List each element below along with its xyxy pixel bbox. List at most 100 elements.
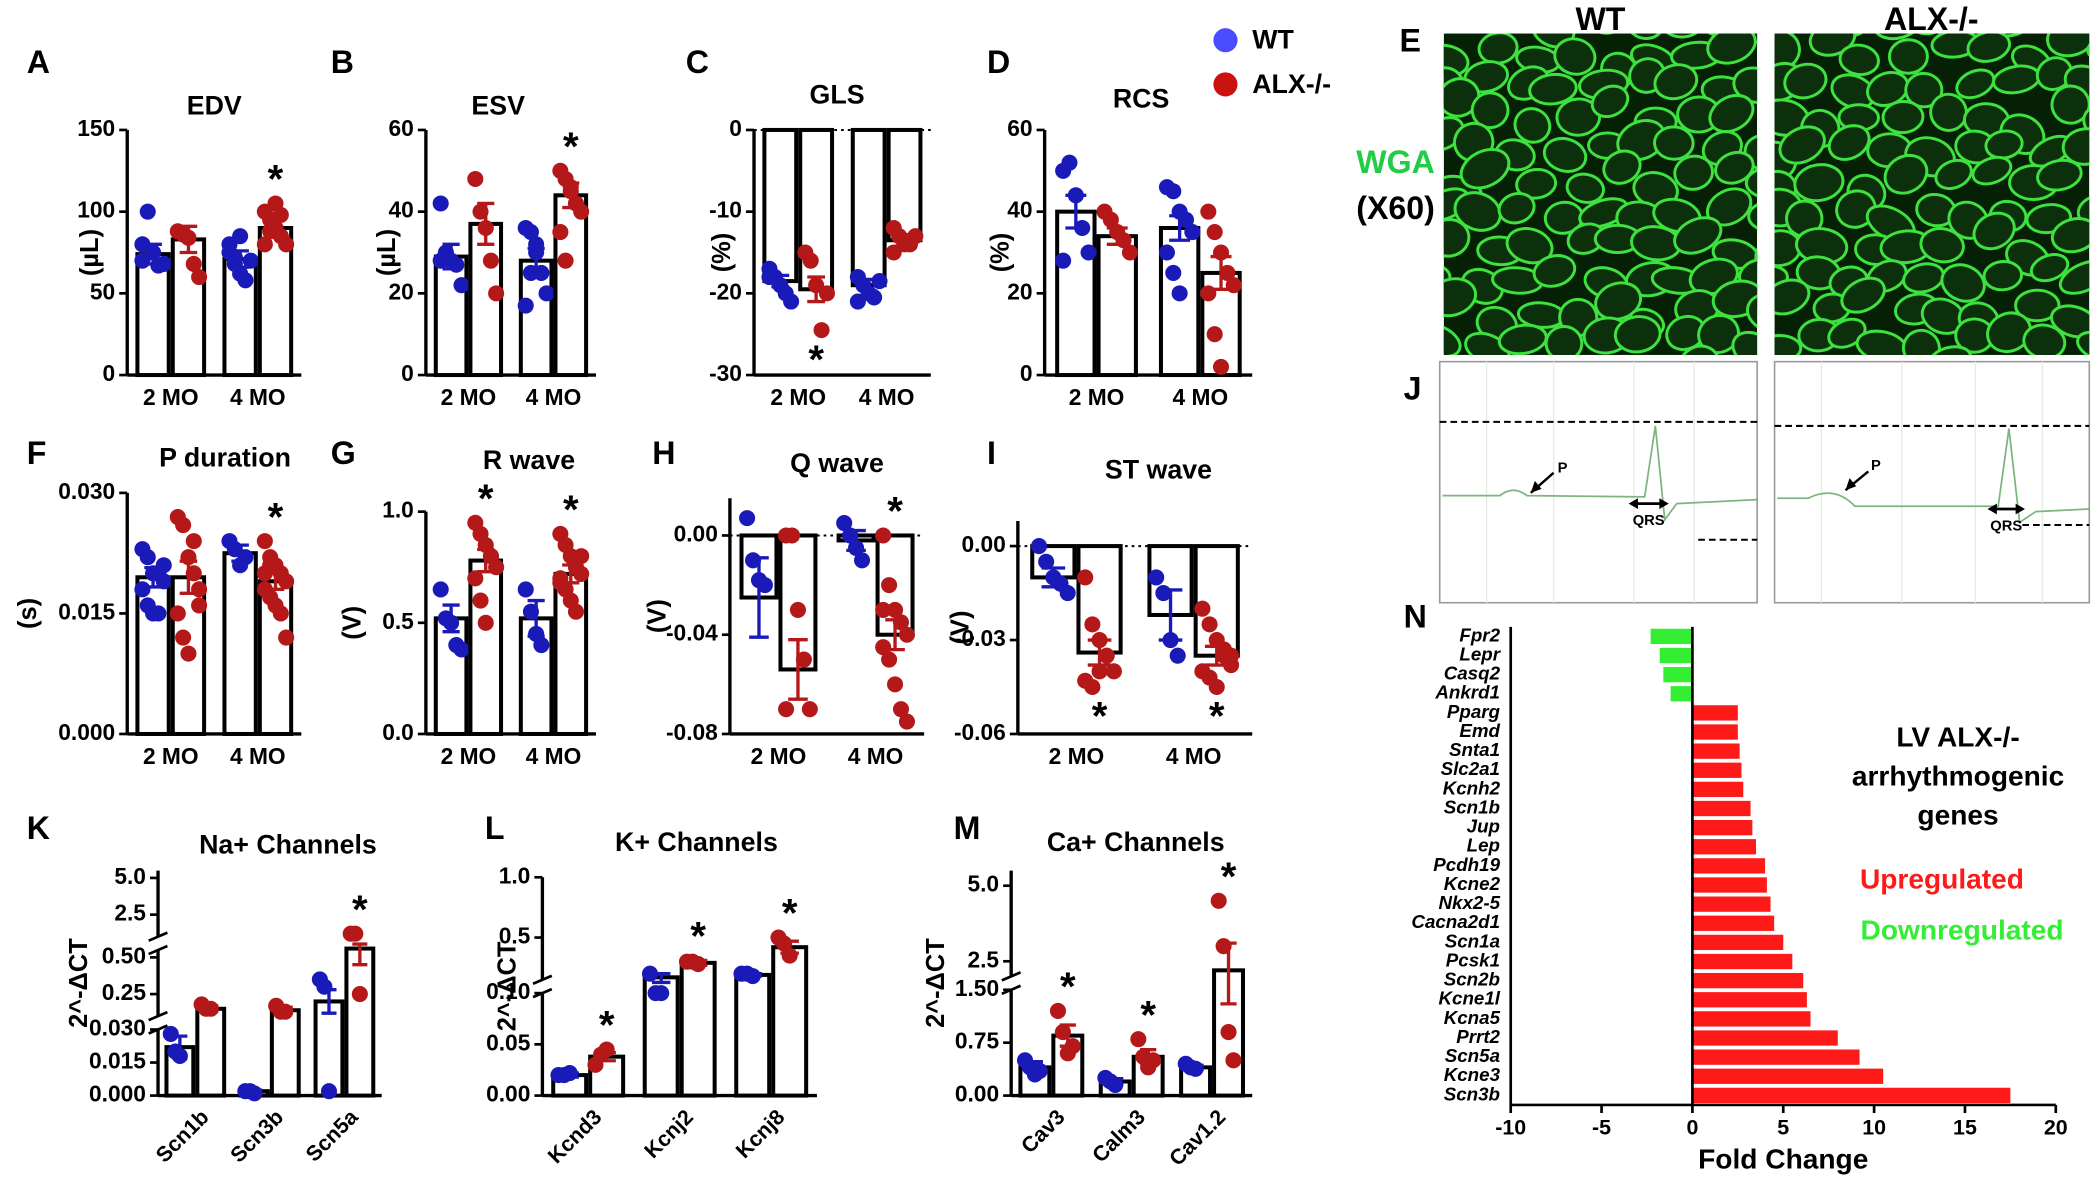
data-point bbox=[522, 224, 539, 241]
error-bar bbox=[1169, 214, 1191, 242]
bar bbox=[1692, 934, 1784, 951]
data-point bbox=[1105, 663, 1122, 680]
y-tick-label: Pparg bbox=[1447, 701, 1501, 722]
data-point bbox=[139, 549, 156, 566]
y-tick-label: Cacna2d1 bbox=[1411, 911, 1500, 932]
y-tick-label: Casq2 bbox=[1444, 663, 1501, 684]
bar bbox=[135, 252, 171, 378]
error-bar bbox=[179, 559, 198, 596]
data-point bbox=[881, 651, 898, 668]
cell-outline bbox=[1443, 263, 1452, 292]
x-tick-label: 2 MO bbox=[143, 743, 199, 769]
cell-outline bbox=[1706, 33, 1757, 65]
y-tick-label: 0 bbox=[103, 360, 116, 386]
y-tick-label: 0.000 bbox=[89, 1081, 146, 1107]
data-point bbox=[351, 986, 368, 1003]
data-point bbox=[1059, 585, 1076, 602]
significance-star: * bbox=[563, 124, 579, 169]
x-tick-label: 2 MO bbox=[770, 384, 826, 410]
cell-outline bbox=[1966, 33, 2012, 63]
y-tick-label: 0 bbox=[1020, 360, 1033, 386]
cell-outline bbox=[1902, 328, 1941, 355]
bar bbox=[734, 972, 772, 1098]
y-tick-label: Nkx2-5 bbox=[1439, 892, 1501, 913]
data-point bbox=[1212, 358, 1230, 375]
data-point bbox=[1169, 647, 1186, 664]
bar bbox=[313, 999, 345, 1098]
y-tick-label: 2.5 bbox=[967, 946, 999, 972]
significance-star: * bbox=[782, 891, 798, 936]
bar bbox=[1692, 819, 1753, 836]
bar bbox=[553, 193, 589, 378]
cell-outline bbox=[2029, 253, 2070, 283]
cell-outline bbox=[1827, 317, 1867, 349]
error-bar bbox=[597, 1050, 616, 1063]
axis-break bbox=[148, 1024, 168, 1035]
bar bbox=[1692, 992, 1807, 1008]
error-bar bbox=[895, 232, 914, 248]
y-tick-label: Scn2b bbox=[1444, 969, 1500, 990]
x-tick-label: 4 MO bbox=[526, 384, 582, 410]
significance-star: * bbox=[887, 489, 903, 534]
cell-outline bbox=[1515, 167, 1558, 200]
axis-break bbox=[1001, 971, 1022, 982]
cell-outline bbox=[2086, 33, 2090, 62]
cell-outline bbox=[1746, 292, 1758, 334]
cell-outline bbox=[1470, 91, 1510, 130]
significance-star: * bbox=[1209, 694, 1225, 739]
error-bar bbox=[1087, 638, 1112, 667]
data-point bbox=[432, 252, 449, 269]
cell-outline bbox=[1443, 218, 1471, 258]
cell-outline bbox=[2050, 84, 2090, 125]
data-point bbox=[185, 255, 202, 272]
error-bar bbox=[477, 201, 495, 247]
bar bbox=[1692, 1068, 1884, 1084]
bar bbox=[1692, 915, 1775, 931]
bar bbox=[1692, 896, 1771, 912]
data-point bbox=[1206, 224, 1223, 241]
error-bar bbox=[266, 218, 285, 238]
data-point bbox=[892, 701, 910, 718]
error-bar bbox=[442, 603, 460, 634]
bar bbox=[1692, 762, 1742, 778]
data-point bbox=[739, 510, 756, 527]
error-bar bbox=[231, 543, 249, 563]
cell-outline bbox=[1778, 125, 1826, 165]
data-point bbox=[641, 965, 659, 982]
cell-outline bbox=[1594, 281, 1643, 321]
data-point bbox=[237, 272, 254, 289]
cell-outline bbox=[1542, 136, 1588, 173]
axis-break bbox=[148, 1010, 168, 1022]
data-point bbox=[881, 577, 898, 594]
chart-title: GLS bbox=[810, 80, 865, 110]
cell-outline bbox=[1459, 147, 1511, 190]
data-point bbox=[134, 581, 151, 598]
y-axis-label: 2^-ΔCT bbox=[65, 938, 93, 1028]
data-point bbox=[1098, 647, 1115, 664]
data-point bbox=[320, 1083, 338, 1100]
magnification-label: (X60) bbox=[1356, 190, 1435, 226]
cell-outline bbox=[1697, 313, 1740, 355]
error-bar bbox=[651, 972, 671, 985]
y-tick-label: 0.5 bbox=[499, 923, 531, 949]
data-point bbox=[1077, 569, 1094, 586]
y-tick-label: 0.00 bbox=[962, 531, 1006, 557]
panel-letter: G bbox=[331, 435, 356, 471]
error-bar bbox=[562, 181, 580, 210]
x-tick-label: 4 MO bbox=[230, 384, 286, 410]
cell-outline bbox=[2076, 330, 2090, 355]
cell-outline bbox=[1731, 330, 1758, 355]
data-point bbox=[1201, 616, 1218, 633]
y-tick-label: Pcsk1 bbox=[1446, 949, 1500, 970]
y-tick-label: Kcnh2 bbox=[1443, 777, 1501, 798]
data-point bbox=[1049, 1002, 1067, 1019]
chart-title: P duration bbox=[159, 442, 291, 472]
bar bbox=[1692, 877, 1767, 893]
cell-outline bbox=[2046, 33, 2090, 58]
y-tick-label: 0.5 bbox=[382, 608, 414, 634]
cell-outline bbox=[1747, 200, 1758, 233]
data-point bbox=[761, 268, 778, 286]
axis-break bbox=[148, 944, 168, 956]
data-point bbox=[871, 273, 888, 290]
error-bar bbox=[527, 598, 545, 638]
